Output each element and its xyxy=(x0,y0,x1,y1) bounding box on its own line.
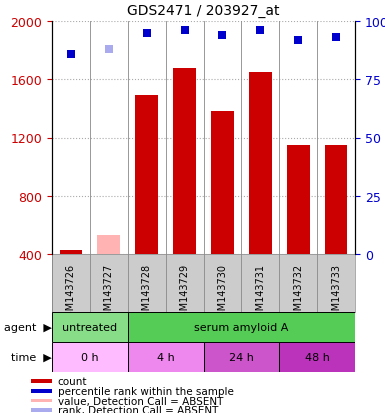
Text: GSM143727: GSM143727 xyxy=(104,263,114,322)
Text: untreated: untreated xyxy=(62,322,117,332)
Text: time  ▶: time ▶ xyxy=(11,352,52,362)
Text: value, Detection Call = ABSENT: value, Detection Call = ABSENT xyxy=(58,396,223,406)
Point xyxy=(181,28,187,35)
Bar xyxy=(31,389,52,393)
Bar xyxy=(249,73,272,254)
Bar xyxy=(31,379,52,383)
Point xyxy=(68,51,74,58)
Point xyxy=(219,33,226,39)
Bar xyxy=(31,408,52,412)
Bar xyxy=(287,145,310,254)
Text: agent  ▶: agent ▶ xyxy=(4,322,52,332)
Bar xyxy=(135,96,158,254)
Point xyxy=(257,28,263,35)
Text: GSM143732: GSM143732 xyxy=(293,263,303,322)
Title: GDS2471 / 203927_at: GDS2471 / 203927_at xyxy=(127,4,280,18)
Bar xyxy=(325,145,347,254)
Bar xyxy=(128,312,355,342)
Bar xyxy=(97,235,120,254)
Bar xyxy=(279,342,355,372)
Point xyxy=(106,47,112,53)
Bar xyxy=(52,342,128,372)
Text: 48 h: 48 h xyxy=(305,352,330,362)
Text: GSM143731: GSM143731 xyxy=(255,263,265,322)
Text: GSM143726: GSM143726 xyxy=(66,263,76,322)
Bar xyxy=(173,69,196,254)
Text: 4 h: 4 h xyxy=(157,352,174,362)
Text: rank, Detection Call = ABSENT: rank, Detection Call = ABSENT xyxy=(58,405,218,413)
Text: GSM143733: GSM143733 xyxy=(331,263,341,322)
Text: GSM143729: GSM143729 xyxy=(179,263,189,322)
Text: 24 h: 24 h xyxy=(229,352,254,362)
Text: count: count xyxy=(58,376,87,386)
Text: percentile rank within the sample: percentile rank within the sample xyxy=(58,386,234,396)
Bar xyxy=(211,112,234,254)
Point xyxy=(144,30,150,37)
Text: 0 h: 0 h xyxy=(81,352,99,362)
Bar xyxy=(60,250,82,254)
Point xyxy=(295,37,301,44)
Bar xyxy=(128,342,204,372)
Text: GSM143728: GSM143728 xyxy=(142,263,152,322)
Bar xyxy=(204,342,279,372)
Text: GSM143730: GSM143730 xyxy=(218,263,228,322)
Bar xyxy=(31,399,52,403)
Point xyxy=(333,35,339,42)
Bar xyxy=(52,312,128,342)
Text: serum amyloid A: serum amyloid A xyxy=(194,322,289,332)
